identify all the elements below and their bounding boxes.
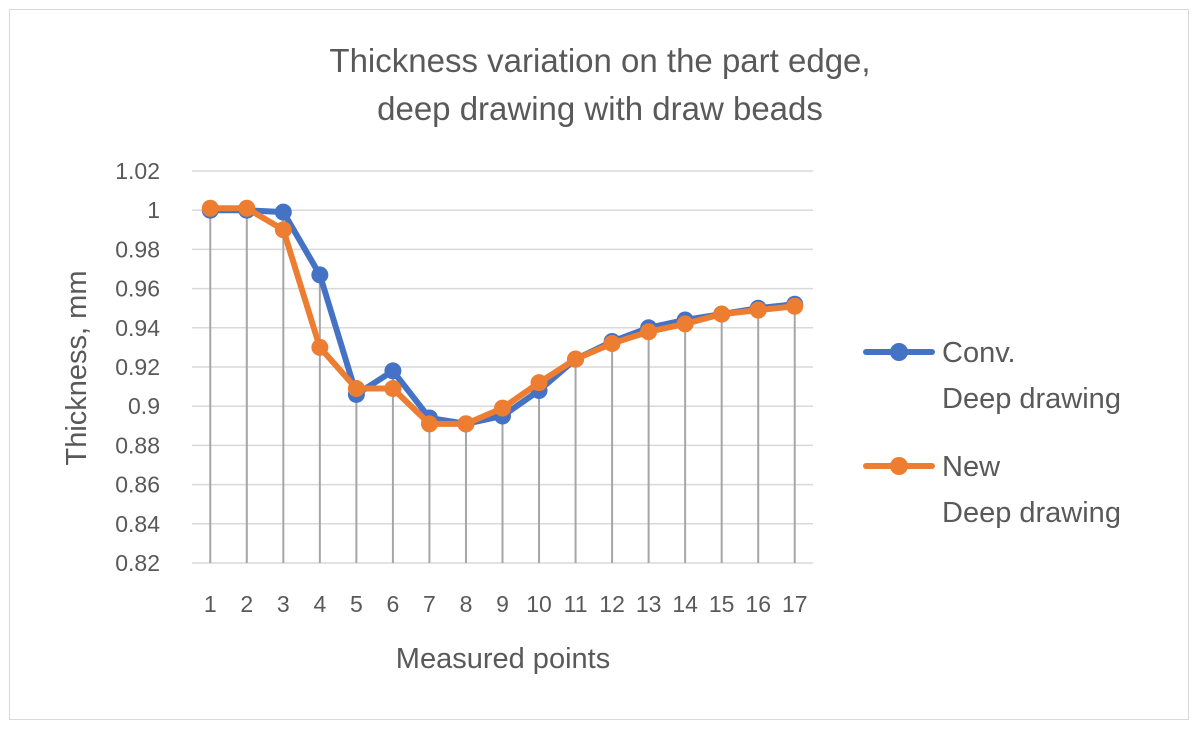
data-point bbox=[201, 199, 219, 217]
data-point bbox=[238, 199, 256, 217]
data-point bbox=[311, 338, 329, 356]
y-tick-label: 0.92 bbox=[115, 354, 160, 380]
x-tick-label: 2 bbox=[240, 591, 253, 617]
data-point bbox=[640, 323, 658, 341]
data-point bbox=[384, 380, 402, 398]
legend-label: Deep drawing bbox=[942, 383, 1121, 415]
y-tick-label: 0.9 bbox=[128, 393, 160, 419]
y-tick-label: 0.94 bbox=[115, 315, 160, 341]
data-point bbox=[603, 334, 621, 352]
y-axis-tick-labels: 0.82 0.84 0.86 0.88 0.9 0.92 0.94 0.96 0.98 1 1.02 bbox=[115, 158, 160, 576]
y-tick-label: 0.96 bbox=[115, 276, 160, 302]
legend-label: Conv. bbox=[942, 337, 1016, 369]
y-tick-label: 0.86 bbox=[115, 472, 160, 498]
y-axis-title: Thickness, mm bbox=[61, 271, 93, 466]
data-point bbox=[786, 297, 804, 315]
x-tick-label: 13 bbox=[636, 591, 662, 617]
x-axis-title: Measured points bbox=[396, 643, 610, 675]
x-tick-label: 12 bbox=[599, 591, 625, 617]
data-point bbox=[274, 203, 292, 221]
data-point bbox=[494, 399, 511, 417]
legend-label: Deep drawing bbox=[942, 497, 1121, 529]
data-point bbox=[457, 415, 475, 433]
data-point bbox=[567, 350, 585, 368]
legend-entry-2: New Deep drawing bbox=[863, 451, 1121, 529]
x-tick-label: 1 bbox=[204, 591, 217, 617]
y-tick-label: 0.82 bbox=[115, 550, 160, 576]
data-point bbox=[676, 315, 694, 333]
x-tick-label: 15 bbox=[709, 591, 735, 617]
x-tick-label: 17 bbox=[782, 591, 808, 617]
x-tick-label: 16 bbox=[745, 591, 771, 617]
data-point bbox=[420, 415, 438, 433]
x-tick-label: 8 bbox=[460, 591, 473, 617]
data-point bbox=[749, 301, 767, 319]
legend: Conv. Deep drawing New Deep drawing bbox=[863, 337, 1121, 529]
data-point bbox=[311, 266, 329, 284]
chart-frame bbox=[9, 9, 1189, 720]
legend-swatch-marker bbox=[890, 457, 908, 475]
x-tick-label: 7 bbox=[423, 591, 436, 617]
x-tick-label: 14 bbox=[672, 591, 698, 617]
series-2 bbox=[201, 199, 804, 433]
x-tick-label: 6 bbox=[387, 591, 400, 617]
chart-title-line-1: Thickness variation on the part edge, bbox=[329, 42, 870, 79]
data-point bbox=[274, 221, 292, 239]
x-axis-tick-labels: 1 2 3 4 5 6 7 8 9 10 11 12 13 14 15 16 17 bbox=[204, 591, 808, 617]
data-point bbox=[384, 362, 402, 380]
x-tick-label: 4 bbox=[313, 591, 326, 617]
x-tick-label: 9 bbox=[496, 591, 509, 617]
y-tick-label: 0.98 bbox=[115, 236, 160, 262]
x-tick-label: 5 bbox=[350, 591, 363, 617]
gridlines bbox=[192, 170, 813, 564]
legend-entry-1: Conv. Deep drawing bbox=[863, 337, 1121, 415]
series bbox=[201, 199, 804, 433]
drop-lines bbox=[209, 208, 796, 563]
x-tick-label: 3 bbox=[277, 591, 290, 617]
data-point bbox=[347, 380, 365, 398]
y-tick-label: 1 bbox=[147, 197, 160, 223]
y-tick-label: 0.84 bbox=[115, 511, 160, 537]
y-tick-label: 0.88 bbox=[115, 432, 160, 458]
data-point bbox=[713, 305, 731, 323]
data-point bbox=[530, 374, 548, 392]
chart-title: Thickness variation on the part edge, de… bbox=[329, 42, 870, 127]
chart-title-line-2: deep drawing with draw beads bbox=[377, 90, 823, 127]
legend-swatch-marker bbox=[890, 343, 908, 361]
y-tick-label: 1.02 bbox=[115, 158, 160, 184]
x-tick-label: 11 bbox=[564, 591, 588, 617]
x-tick-label: 10 bbox=[526, 591, 552, 617]
legend-label: New bbox=[942, 451, 1001, 483]
